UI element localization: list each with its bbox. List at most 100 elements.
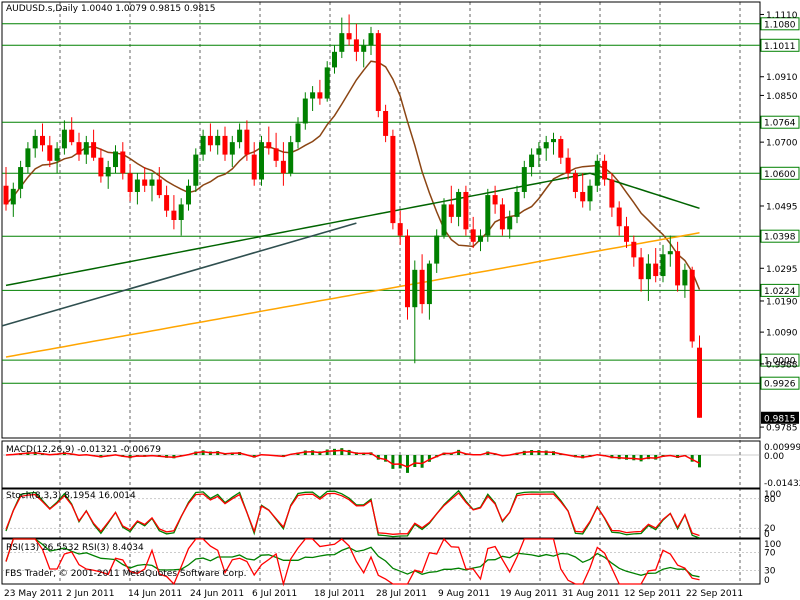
candle-body	[463, 191, 469, 230]
candle-body	[565, 157, 571, 174]
rsi-fast	[5, 537, 700, 587]
candle-body	[536, 148, 542, 155]
candle-body	[602, 160, 608, 180]
candle-body	[273, 148, 279, 161]
candle-body	[54, 148, 60, 161]
current-price-label: 0.9815	[764, 414, 796, 424]
candle-body	[499, 204, 505, 230]
candle-body	[551, 139, 556, 143]
current-price-tag	[761, 411, 799, 424]
candle-body	[251, 154, 257, 180]
macd-tick: -0.01432	[764, 479, 800, 489]
candle-body	[638, 257, 644, 280]
date-label: 24 Jun 2011	[190, 589, 244, 599]
level-label: 0.9926	[764, 380, 796, 390]
level-tag	[760, 283, 800, 297]
candle-body	[631, 241, 637, 258]
candle-body	[383, 111, 389, 136]
level-label: 1.0224	[764, 287, 796, 297]
macd-label: MACD(12,26,9) -0.01321 -0.00679	[6, 445, 162, 455]
candle-body	[266, 142, 272, 149]
candle-body	[10, 188, 16, 205]
candle-body	[295, 123, 301, 143]
candle-body	[222, 135, 228, 155]
candle-body	[353, 39, 359, 52]
price-tick-label: 1.1110	[766, 11, 798, 21]
candle-body	[419, 269, 425, 305]
candle-body	[682, 269, 688, 286]
date-label: 28 Jul 2011	[376, 589, 427, 599]
candle-body	[558, 139, 564, 158]
candle-body	[164, 195, 170, 211]
candle-body	[660, 254, 666, 277]
date-label: 12 Sep 2011	[624, 589, 681, 599]
candle-body	[310, 92, 316, 99]
candle-body	[667, 251, 673, 255]
candle-body	[697, 347, 702, 418]
candle-body	[332, 51, 337, 68]
candle-body	[492, 195, 498, 205]
candle-body	[346, 33, 352, 40]
pane-frame	[1, 440, 761, 489]
candle-body	[456, 191, 462, 217]
candle-body	[375, 33, 381, 112]
level-tag	[760, 38, 800, 52]
date-label: 31 Aug 2011	[562, 589, 620, 599]
candle-body	[339, 33, 345, 52]
candle-body	[645, 263, 651, 280]
price-tick-label: 1.0190	[766, 297, 798, 307]
candle-body	[61, 129, 67, 149]
candle-body	[448, 204, 454, 217]
price-tick-label: 1.0700	[766, 139, 798, 149]
pane-frame	[1, 1, 761, 439]
candle-body	[324, 67, 330, 99]
candle-body	[113, 151, 118, 168]
macd-tick: 0.00	[764, 452, 784, 462]
candle-body	[47, 145, 53, 161]
candle-body	[229, 142, 235, 155]
price-tick-label: 1.0850	[766, 92, 798, 102]
candle-body	[25, 148, 31, 168]
rsi-tick: 100	[764, 540, 781, 550]
level-tag	[760, 17, 800, 31]
candle-body	[40, 135, 45, 146]
candle-body	[587, 185, 593, 202]
level-label: 1.1011	[764, 42, 796, 52]
date-label: 19 Aug 2011	[500, 589, 558, 599]
candle-body	[98, 157, 104, 177]
candle-body	[441, 204, 447, 236]
date-label: 6 Jul 2011	[252, 589, 297, 599]
candle-body	[478, 235, 483, 242]
candle-body	[689, 269, 695, 342]
candle-body	[572, 173, 578, 192]
level-tag	[760, 229, 800, 243]
candle-body	[434, 235, 440, 264]
macd-signal	[5, 449, 700, 468]
candle-body	[3, 185, 9, 205]
candle-body	[149, 179, 155, 186]
candle-body	[543, 142, 549, 149]
candle-body	[83, 142, 89, 155]
candle-body	[134, 179, 140, 192]
candle-body	[412, 269, 418, 308]
symbol-header: AUDUSD.s,Daily 1.0040 1.0079 0.9815 0.98…	[6, 4, 216, 14]
level-label: 1.0000	[764, 357, 796, 367]
candle-body	[507, 216, 513, 230]
candle-body	[193, 154, 199, 186]
stoch-tick: 20	[764, 524, 776, 534]
price-tick-label: 0.9988	[766, 360, 798, 370]
candle-body	[120, 151, 126, 174]
candle-body	[200, 135, 206, 155]
candle-body	[624, 226, 629, 242]
date-label: 22 Sep 2011	[686, 589, 743, 599]
stoch-tick: 0	[764, 530, 770, 540]
candle-body	[76, 142, 82, 155]
level-label: 1.0398	[764, 233, 796, 243]
candle-body	[368, 33, 374, 46]
price-tick-label: 1.0495	[766, 202, 798, 212]
rsi-tick: 0	[764, 576, 770, 586]
candle-body	[105, 167, 111, 177]
candle-body	[470, 229, 476, 242]
candle-body	[514, 191, 520, 217]
